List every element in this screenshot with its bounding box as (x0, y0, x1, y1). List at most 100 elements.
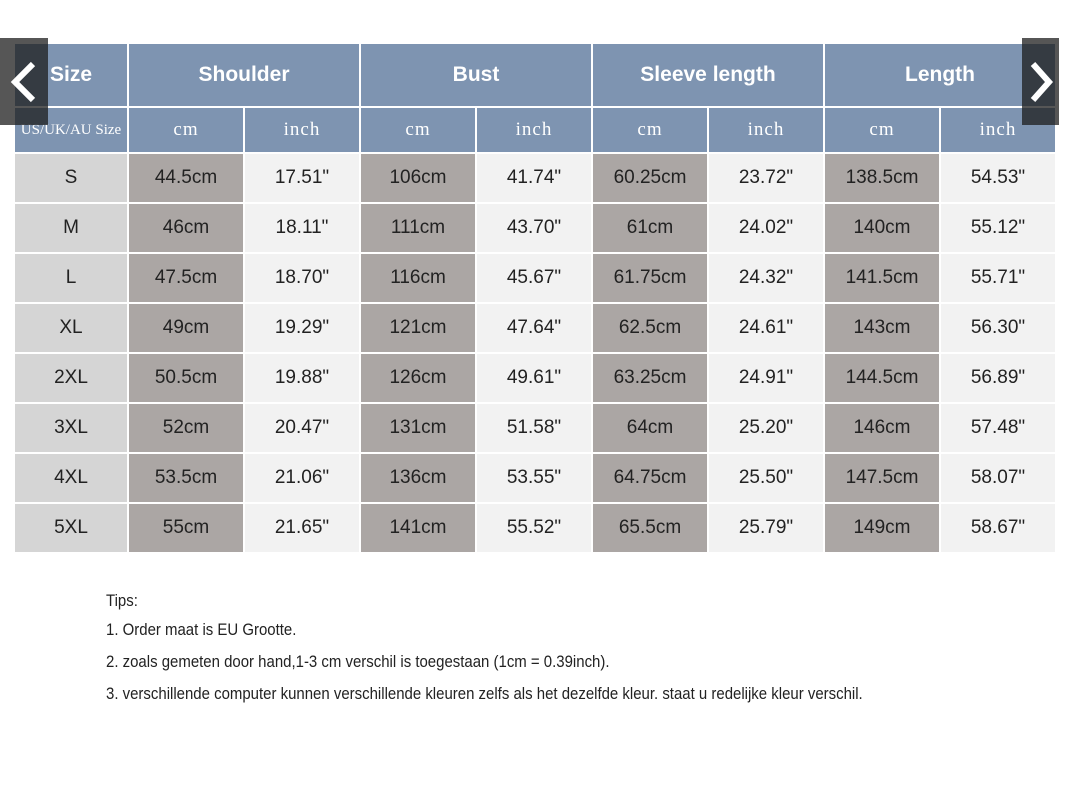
inch-cell: 24.61" (707, 302, 825, 354)
cm-cell: 44.5cm (127, 152, 245, 204)
inch-cell: 18.70" (243, 252, 361, 304)
inch-cell: 25.79" (707, 502, 825, 554)
table-row: 2XL 50.5cm 19.88" 126cm 49.61" 63.25cm 24.91" 1… (13, 352, 1057, 404)
tip-item: 2. zoals gemeten door hand,1-3 cm versch… (106, 652, 610, 671)
unit-inch: inch (243, 106, 361, 154)
inch-cell: 25.50" (707, 452, 825, 504)
cm-cell: 62.5cm (591, 302, 709, 354)
cm-cell: 64.75cm (591, 452, 709, 504)
cm-cell: 61.75cm (591, 252, 709, 304)
header-row: Size Shoulder Bust Sleeve length Length (13, 42, 1057, 108)
inch-cell: 17.51" (243, 152, 361, 204)
inch-cell: 24.02" (707, 202, 825, 254)
inch-cell: 23.72" (707, 152, 825, 204)
tip-item: 1. Order maat is EU Grootte. (106, 620, 297, 639)
inch-cell: 56.89" (939, 352, 1057, 404)
cm-cell: 121cm (359, 302, 477, 354)
cm-cell: 60.25cm (591, 152, 709, 204)
unit-cm: cm (591, 106, 709, 154)
inch-cell: 21.65" (243, 502, 361, 554)
table-row: M 46cm 18.11" 111cm 43.70" 61cm 24.02" 140cm 55.… (13, 202, 1057, 254)
cm-cell: 111cm (359, 202, 477, 254)
chevron-right-icon (1030, 61, 1053, 102)
size-cell: L (13, 252, 129, 304)
table-row: 4XL 53.5cm 21.06" 136cm 53.55" 64.75cm 25.50" 1… (13, 452, 1057, 504)
inch-cell: 19.88" (243, 352, 361, 404)
unit-cm: cm (823, 106, 941, 154)
size-cell: XL (13, 302, 129, 354)
tip-item: 3. verschillende computer kunnen verschi… (106, 684, 863, 703)
cm-cell: 46cm (127, 202, 245, 254)
inch-cell: 56.30" (939, 302, 1057, 354)
inch-cell: 58.67" (939, 502, 1057, 554)
cm-cell: 131cm (359, 402, 477, 454)
inch-cell: 47.64" (475, 302, 593, 354)
inch-cell: 20.47" (243, 402, 361, 454)
inch-cell: 24.32" (707, 252, 825, 304)
cm-cell: 65.5cm (591, 502, 709, 554)
size-cell: 3XL (13, 402, 129, 454)
cm-cell: 61cm (591, 202, 709, 254)
next-image-button[interactable] (1022, 38, 1059, 125)
cm-cell: 146cm (823, 402, 941, 454)
inch-cell: 49.61" (475, 352, 593, 404)
table-row: XL 49cm 19.29" 121cm 47.64" 62.5cm 24.61" 143cm… (13, 302, 1057, 354)
inch-cell: 19.29" (243, 302, 361, 354)
size-cell: 2XL (13, 352, 129, 404)
inch-cell: 41.74" (475, 152, 593, 204)
inch-cell: 25.20" (707, 402, 825, 454)
cm-cell: 126cm (359, 352, 477, 404)
inch-cell: 58.07" (939, 452, 1057, 504)
chevron-left-icon (10, 61, 36, 102)
cm-cell: 149cm (823, 502, 941, 554)
size-cell: M (13, 202, 129, 254)
cm-cell: 53.5cm (127, 452, 245, 504)
size-cell: S (13, 152, 129, 204)
table-row: 3XL 52cm 20.47" 131cm 51.58" 64cm 25.20" 146cm 5… (13, 402, 1057, 454)
cm-cell: 136cm (359, 452, 477, 504)
inch-cell: 18.11" (243, 202, 361, 254)
size-chart-table: Size Shoulder Bust Sleeve length Length … (13, 42, 1057, 554)
cm-cell: 140cm (823, 202, 941, 254)
cm-cell: 52cm (127, 402, 245, 454)
cm-cell: 49cm (127, 302, 245, 354)
cm-cell: 144.5cm (823, 352, 941, 404)
tips-title: Tips: (106, 592, 138, 610)
tips-section: Tips: 1. Order maat is EU Grootte. 2. zo… (106, 592, 863, 710)
inch-cell: 54.53" (939, 152, 1057, 204)
inch-cell: 53.55" (475, 452, 593, 504)
inch-cell: 45.67" (475, 252, 593, 304)
header-shoulder: Shoulder (127, 42, 361, 108)
unit-cm: cm (359, 106, 477, 154)
table-row: S 44.5cm 17.51" 106cm 41.74" 60.25cm 23.72" 138… (13, 152, 1057, 204)
cm-cell: 147.5cm (823, 452, 941, 504)
table-row: 5XL 55cm 21.65" 141cm 55.52" 65.5cm 25.79" 149c… (13, 502, 1057, 554)
cm-cell: 106cm (359, 152, 477, 204)
cm-cell: 55cm (127, 502, 245, 554)
previous-image-button[interactable] (0, 38, 48, 125)
cm-cell: 141.5cm (823, 252, 941, 304)
inch-cell: 55.52" (475, 502, 593, 554)
header-sleeve-length: Sleeve length (591, 42, 825, 108)
cm-cell: 143cm (823, 302, 941, 354)
table-row: L 47.5cm 18.70" 116cm 45.67" 61.75cm 24.32" 141… (13, 252, 1057, 304)
cm-cell: 64cm (591, 402, 709, 454)
inch-cell: 57.48" (939, 402, 1057, 454)
unit-inch: inch (707, 106, 825, 154)
unit-cm: cm (127, 106, 245, 154)
cm-cell: 50.5cm (127, 352, 245, 404)
inch-cell: 51.58" (475, 402, 593, 454)
size-cell: 4XL (13, 452, 129, 504)
unit-inch: inch (475, 106, 593, 154)
size-cell: 5XL (13, 502, 129, 554)
cm-cell: 47.5cm (127, 252, 245, 304)
inch-cell: 55.12" (939, 202, 1057, 254)
cm-cell: 138.5cm (823, 152, 941, 204)
cm-cell: 63.25cm (591, 352, 709, 404)
inch-cell: 21.06" (243, 452, 361, 504)
header-bust: Bust (359, 42, 593, 108)
cm-cell: 116cm (359, 252, 477, 304)
inch-cell: 24.91" (707, 352, 825, 404)
cm-cell: 141cm (359, 502, 477, 554)
inch-cell: 55.71" (939, 252, 1057, 304)
